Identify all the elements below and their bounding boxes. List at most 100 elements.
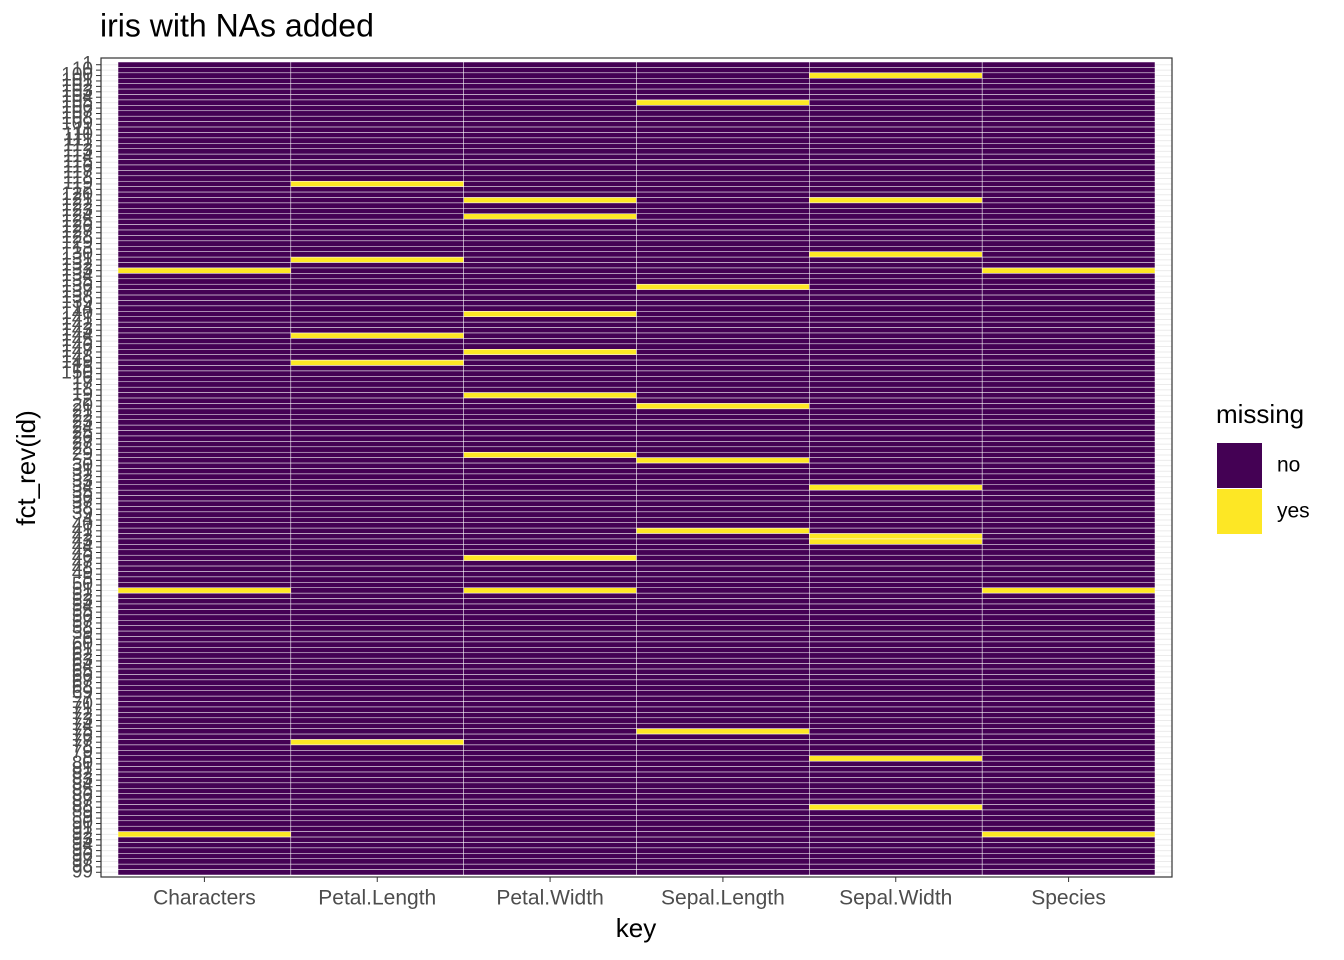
heatmap-cell <box>290 869 464 876</box>
heatmap-cell <box>463 105 637 112</box>
heatmap-cell <box>981 392 1156 399</box>
heatmap-cell <box>981 695 1156 702</box>
heatmap-cell <box>981 739 1156 746</box>
heatmap-cell <box>290 815 464 822</box>
heatmap-cell <box>290 685 464 691</box>
heatmap-cell <box>809 603 983 610</box>
heatmap-cell <box>981 311 1156 317</box>
y-tick-label: 51 <box>72 579 93 600</box>
heatmap-cell <box>981 744 1156 751</box>
heatmap-cell <box>636 115 810 122</box>
heatmap-cell <box>981 191 1156 198</box>
heatmap-cell <box>636 403 810 410</box>
heatmap-cell <box>290 831 464 838</box>
heatmap-cell <box>981 533 1156 540</box>
heatmap-cell <box>463 717 637 724</box>
heatmap-cell <box>290 208 464 215</box>
y-tick-label: 143 <box>61 319 93 340</box>
heatmap-cell <box>290 197 464 204</box>
heatmap-cell <box>981 67 1156 74</box>
heatmap-cell <box>981 435 1156 442</box>
y-tick-label: 128 <box>61 227 93 248</box>
heatmap-cell <box>636 186 810 193</box>
heatmap-cell <box>981 809 1156 816</box>
heatmap-cell <box>290 636 464 643</box>
heatmap-cell <box>117 766 292 773</box>
heatmap-cell <box>290 121 464 128</box>
legend-title: missing <box>1216 399 1304 429</box>
heatmap-cell <box>636 755 810 762</box>
heatmap-cell <box>636 712 810 719</box>
heatmap-cell <box>636 224 810 231</box>
heatmap-cell <box>463 159 637 166</box>
heatmap-cell <box>636 538 810 545</box>
y-tick-label: 17 <box>72 374 93 395</box>
heatmap-cell <box>117 273 292 280</box>
y-tick-label: 40 <box>72 514 93 535</box>
heatmap-cell <box>636 213 810 220</box>
heatmap-cell <box>636 143 810 149</box>
y-tick-label: 77 <box>72 731 93 752</box>
y-tick-label: 115 <box>63 151 93 172</box>
heatmap-cell <box>636 159 810 166</box>
heatmap-cell <box>636 522 810 529</box>
heatmap-cell <box>463 289 637 296</box>
heatmap-cell <box>290 489 464 496</box>
heatmap-cell <box>809 115 983 122</box>
heatmap-cell <box>117 701 292 708</box>
heatmap-cell <box>981 582 1156 588</box>
y-tick-label: 131 <box>61 249 93 270</box>
heatmap-cell <box>463 788 637 794</box>
heatmap-cell <box>981 592 1156 599</box>
heatmap-cell <box>809 354 983 361</box>
heatmap-cell <box>809 484 983 491</box>
y-tick-label: 83 <box>72 769 93 790</box>
heatmap-cell <box>636 332 810 339</box>
heatmap-cell <box>636 343 810 350</box>
heatmap-cell <box>636 598 810 605</box>
heatmap-cell <box>463 88 637 95</box>
y-tick-label: 53 <box>72 590 93 611</box>
heatmap-cell <box>636 674 810 681</box>
heatmap-cell <box>117 365 292 372</box>
heatmap-cell <box>981 321 1156 328</box>
legend-key <box>1217 489 1262 534</box>
heatmap-cell <box>809 777 983 784</box>
y-tick-label: 118 <box>63 168 93 189</box>
heatmap-cell <box>636 630 810 637</box>
heatmap-cell <box>981 430 1156 437</box>
heatmap-cell <box>290 620 464 626</box>
heatmap-cell <box>809 853 983 859</box>
heatmap-cell <box>117 788 292 794</box>
heatmap-cell <box>809 511 983 518</box>
heatmap-cell <box>981 262 1156 269</box>
heatmap-cell <box>463 701 637 708</box>
heatmap-cell <box>636 121 810 128</box>
heatmap-cell <box>463 251 637 258</box>
heatmap-cell <box>463 484 637 491</box>
heatmap-cell <box>117 863 292 870</box>
heatmap-cell <box>117 511 292 518</box>
heatmap-cell <box>809 419 983 426</box>
heatmap-cell <box>981 836 1156 843</box>
y-tick-label: 4 <box>82 509 93 530</box>
heatmap-cell <box>981 788 1156 794</box>
heatmap-cell <box>117 820 292 827</box>
y-tick-label: 13 <box>72 238 93 259</box>
heatmap-cell <box>463 636 637 643</box>
heatmap-cell <box>636 679 810 686</box>
heatmap-cell <box>117 110 292 117</box>
heatmap-cell <box>463 679 637 686</box>
heatmap-cell <box>809 240 983 247</box>
heatmap-cell <box>636 549 810 556</box>
heatmap-cell <box>290 289 464 296</box>
heatmap-cell <box>809 256 983 263</box>
heatmap-cell <box>290 213 464 220</box>
heatmap-cell <box>636 506 810 513</box>
heatmap-cell <box>809 175 983 182</box>
heatmap-cell <box>463 224 637 231</box>
heatmap-cell <box>117 137 292 144</box>
heatmap-cell <box>809 159 983 166</box>
y-tick-label: 37 <box>72 493 93 514</box>
heatmap-cell <box>981 208 1156 215</box>
